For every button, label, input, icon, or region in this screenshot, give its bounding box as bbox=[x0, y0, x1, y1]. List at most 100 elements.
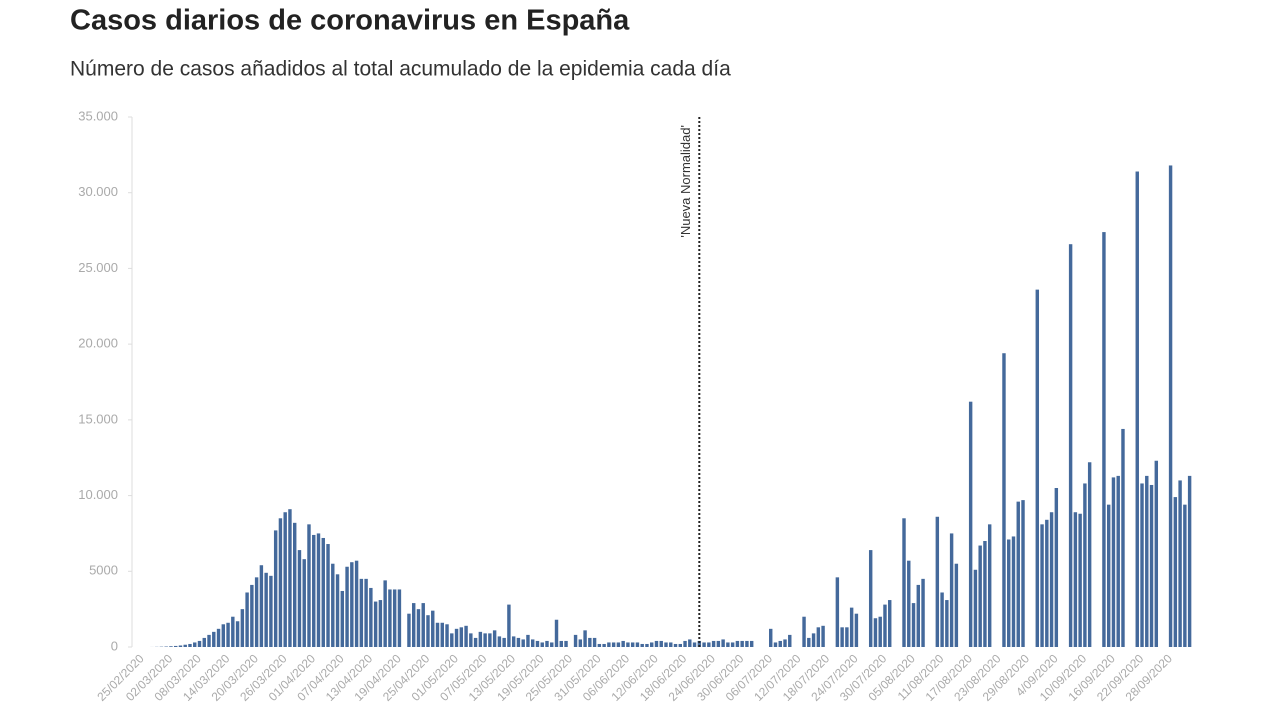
bar bbox=[626, 642, 630, 647]
bar bbox=[1149, 484, 1154, 647]
bar bbox=[545, 640, 549, 647]
bar bbox=[1106, 504, 1111, 647]
bar bbox=[821, 625, 825, 647]
bar bbox=[526, 634, 530, 647]
bar bbox=[207, 634, 211, 647]
bar bbox=[397, 589, 402, 647]
bar bbox=[630, 642, 635, 647]
bar bbox=[231, 616, 235, 647]
bar bbox=[811, 633, 816, 647]
bar bbox=[288, 509, 292, 647]
bar bbox=[611, 642, 616, 647]
bar bbox=[431, 610, 435, 647]
bar bbox=[845, 627, 849, 647]
bar bbox=[907, 560, 911, 647]
bar bbox=[1011, 536, 1016, 647]
bar bbox=[683, 640, 687, 647]
bar bbox=[583, 630, 587, 647]
bar bbox=[659, 640, 663, 647]
bar bbox=[707, 642, 711, 647]
bar bbox=[516, 637, 521, 647]
bar bbox=[740, 640, 744, 647]
bar bbox=[183, 644, 187, 647]
annotation-label: 'Nueva Normalidad' bbox=[678, 125, 693, 238]
chart-title: Casos diarios de coronavirus en España bbox=[70, 5, 630, 37]
bar bbox=[868, 550, 873, 647]
bar bbox=[297, 550, 302, 647]
bar bbox=[416, 609, 421, 647]
bar bbox=[421, 603, 425, 647]
bar bbox=[521, 639, 525, 647]
bar bbox=[369, 587, 373, 647]
bar bbox=[921, 578, 925, 647]
bar bbox=[673, 643, 678, 647]
bar bbox=[202, 637, 206, 647]
bar bbox=[1035, 289, 1040, 647]
bar bbox=[273, 530, 278, 647]
bar bbox=[278, 518, 283, 647]
bar bbox=[212, 631, 216, 647]
bar bbox=[1002, 353, 1006, 647]
bar bbox=[1087, 462, 1092, 647]
bar bbox=[259, 565, 264, 647]
bar bbox=[578, 639, 583, 647]
bar bbox=[954, 563, 959, 647]
bar bbox=[688, 639, 692, 647]
bar bbox=[307, 524, 311, 647]
y-tick-label: 20.000 bbox=[78, 336, 118, 351]
bar bbox=[654, 640, 659, 647]
bar bbox=[478, 631, 483, 647]
bar bbox=[1078, 513, 1082, 647]
bar bbox=[411, 603, 416, 647]
bar bbox=[949, 533, 954, 647]
bar bbox=[426, 615, 430, 647]
bar bbox=[188, 643, 192, 647]
bar bbox=[1135, 171, 1139, 647]
bar bbox=[697, 640, 702, 647]
bar bbox=[592, 637, 597, 647]
bar bbox=[250, 584, 254, 647]
bar bbox=[1145, 475, 1149, 647]
bar bbox=[1121, 428, 1125, 647]
bar bbox=[392, 589, 397, 647]
bar bbox=[807, 637, 811, 647]
bar bbox=[878, 616, 882, 647]
bar bbox=[364, 578, 368, 647]
bar bbox=[1140, 483, 1144, 647]
bar bbox=[902, 518, 906, 647]
y-tick-label: 0 bbox=[111, 638, 118, 653]
bar bbox=[854, 613, 859, 647]
bar bbox=[849, 607, 854, 647]
bar bbox=[488, 633, 492, 647]
bar bbox=[335, 574, 340, 647]
bar bbox=[840, 627, 844, 647]
bar bbox=[669, 642, 673, 647]
bar bbox=[316, 533, 321, 647]
bar bbox=[445, 624, 449, 647]
bar bbox=[1178, 480, 1182, 647]
bar bbox=[193, 642, 197, 647]
bar bbox=[735, 640, 740, 647]
bar bbox=[216, 628, 221, 647]
bar bbox=[616, 642, 621, 647]
bar bbox=[640, 643, 644, 647]
bar bbox=[283, 512, 287, 647]
bar bbox=[783, 639, 787, 647]
bar bbox=[1111, 477, 1116, 647]
bar bbox=[483, 633, 487, 647]
bar bbox=[169, 646, 173, 647]
bar bbox=[1187, 475, 1192, 647]
bar bbox=[497, 636, 502, 647]
bar bbox=[597, 643, 602, 647]
bar bbox=[1021, 500, 1025, 647]
bar bbox=[730, 642, 735, 647]
bar bbox=[373, 601, 378, 647]
bar bbox=[378, 600, 383, 647]
bar bbox=[983, 541, 987, 647]
bar bbox=[1049, 512, 1054, 647]
bar bbox=[749, 640, 754, 647]
bar bbox=[873, 618, 878, 647]
bar bbox=[1168, 165, 1173, 647]
bar bbox=[1040, 524, 1044, 647]
